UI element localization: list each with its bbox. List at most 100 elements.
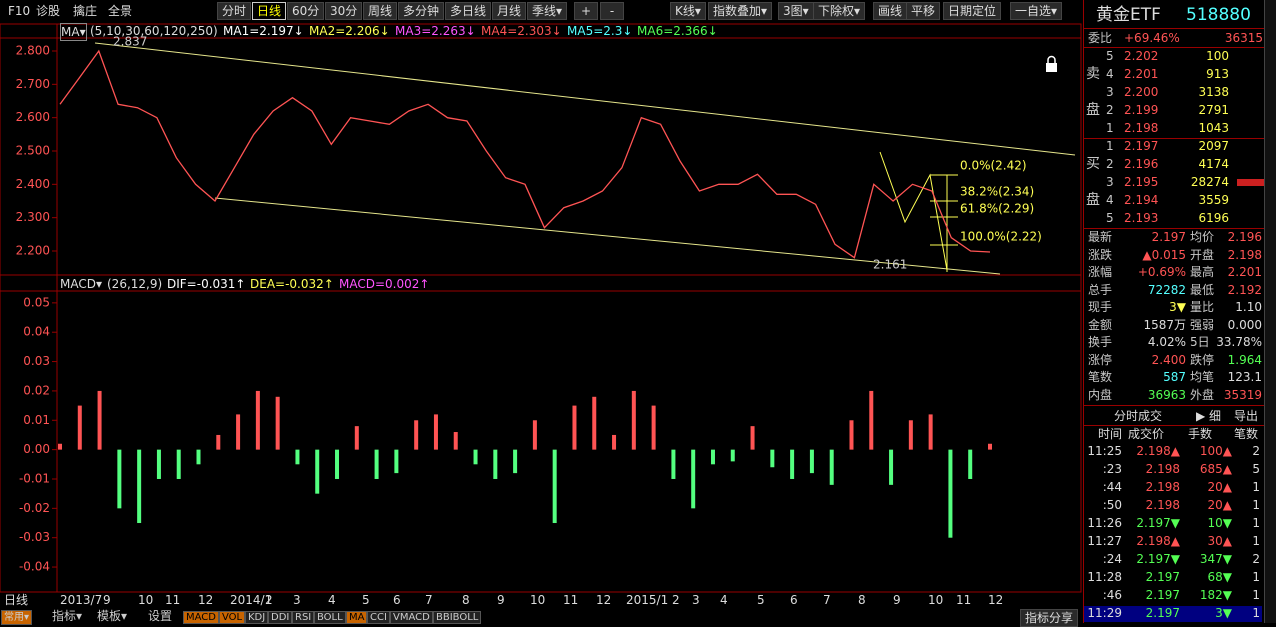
ma-reading: MA4=2.303↓ xyxy=(481,23,562,39)
stat-label: 量比 xyxy=(1190,299,1214,315)
x-tick-label: 11 xyxy=(563,592,578,608)
macd-bar xyxy=(216,435,220,450)
trade-count: 1 xyxy=(1234,569,1260,585)
indicator-name: MA▾ xyxy=(60,23,87,41)
ratio-label: 委比 xyxy=(1088,30,1112,46)
stat-value: 35319 xyxy=(1214,387,1262,403)
bottom-tab[interactable]: 模板▾ xyxy=(97,610,127,623)
trade-count: 1 xyxy=(1234,497,1260,513)
toolbar-button[interactable]: 平移 xyxy=(906,2,940,20)
separator xyxy=(1084,28,1264,29)
macd-bar xyxy=(394,450,398,473)
stat-value: 1.10 xyxy=(1214,299,1262,315)
x-tick-label: 11 xyxy=(956,592,971,608)
period-button[interactable]: 多分钟 xyxy=(398,2,444,20)
zoom-button[interactable]: + xyxy=(574,2,598,20)
stat-value: +0.69% xyxy=(1120,264,1186,280)
trade-volume: 10▼ xyxy=(1184,515,1232,531)
indicator-tab[interactable]: KDJ xyxy=(245,611,268,624)
fib-label: 100.0%(2.22) xyxy=(960,230,1042,244)
toolbar-button[interactable]: K线▾ xyxy=(670,2,706,20)
stat-value: 2.201 xyxy=(1214,264,1262,280)
stat-value: ▲0.015 xyxy=(1120,247,1186,263)
trades-header: 手数 xyxy=(1188,426,1212,442)
toolbar-button[interactable]: 日期定位 xyxy=(943,2,1001,20)
trade-count: 2 xyxy=(1234,443,1260,459)
y-tick-label: 2.200 xyxy=(16,244,50,258)
period-button[interactable]: 多日线 xyxy=(445,2,491,20)
indicator-tab[interactable]: CCI xyxy=(367,611,390,624)
x-tick-label: 3 xyxy=(293,592,301,608)
macd-bar xyxy=(533,420,537,449)
toolbar-item[interactable]: 擒庄 xyxy=(73,3,97,19)
macd-bar xyxy=(968,450,972,479)
y-tick-label: 0.01 xyxy=(23,413,50,427)
indicator-tab[interactable]: BOLL xyxy=(314,611,346,624)
period-button[interactable]: 60分 xyxy=(287,2,324,20)
level: 1 xyxy=(1106,138,1114,154)
stat-label: 开盘 xyxy=(1190,247,1214,263)
toolbar-item[interactable]: F10 xyxy=(8,3,30,19)
ma-reading: MA5=2.3↓ xyxy=(567,23,632,39)
x-tick-label: 9 xyxy=(893,592,901,608)
share-button[interactable]: 指标分享 xyxy=(1020,609,1078,627)
toolbar-button[interactable]: 画线 xyxy=(873,2,907,20)
indicator-tab[interactable]: VOL xyxy=(219,611,245,624)
stat-value: 1587万 xyxy=(1120,317,1186,333)
macd-bar xyxy=(889,450,893,485)
trade-volume: 182▼ xyxy=(1184,587,1232,603)
toolbar-button[interactable]: 3图▾ xyxy=(778,2,814,20)
x-tick-label: 6 xyxy=(790,592,798,608)
trades-button[interactable]: 导出 xyxy=(1234,408,1258,424)
toolbar-item[interactable]: 全景 xyxy=(108,3,132,19)
indicator-tab[interactable]: MACD xyxy=(183,611,219,624)
x-tick-label: 8 xyxy=(462,592,470,608)
toolbar-item[interactable]: 诊股 xyxy=(36,3,60,19)
toolbar-button[interactable]: 一自选▾ xyxy=(1010,2,1062,20)
period-button[interactable]: 周线 xyxy=(363,2,397,20)
indicator-tab[interactable]: BBIBOLL xyxy=(433,611,481,624)
toolbar-button[interactable]: 下除权▾ xyxy=(813,2,865,20)
macd-bar xyxy=(177,450,181,479)
lock-icon[interactable] xyxy=(1046,57,1057,72)
indicator-tab[interactable]: VMACD xyxy=(390,611,433,624)
trade-volume: 68▼ xyxy=(1184,569,1232,585)
macd-bar xyxy=(414,420,418,449)
x-tick-label: 5 xyxy=(362,592,370,608)
zoom-button[interactable]: - xyxy=(600,2,624,20)
bottom-tab[interactable]: 指标▾ xyxy=(52,610,82,623)
volume: 2791 xyxy=(1169,102,1229,118)
period-button[interactable]: 日线 xyxy=(252,2,286,20)
x-tick-label: 5 xyxy=(757,592,765,608)
stat-label: 跌停 xyxy=(1190,352,1214,368)
price: 2.200 xyxy=(1124,84,1158,100)
trades-button[interactable]: ▶ 细 xyxy=(1196,408,1221,424)
price: 2.193 xyxy=(1124,210,1158,226)
trade-price: 2.198 xyxy=(1124,461,1180,477)
stat-label: 笔数 xyxy=(1088,369,1112,385)
bottom-tab[interactable]: 设置 xyxy=(148,610,172,623)
period-button[interactable]: 分时 xyxy=(217,2,251,20)
trade-time: 11:25 xyxy=(1086,443,1122,459)
indicator-tab[interactable]: MA xyxy=(346,611,367,624)
y-tick-label: 0.02 xyxy=(23,383,50,397)
level: 3 xyxy=(1106,84,1114,100)
toolbar-button[interactable]: 指数叠加▾ xyxy=(708,2,772,20)
x-tick-label: 11 xyxy=(165,592,180,608)
indicator-tab[interactable]: DDI xyxy=(268,611,292,624)
macd-bar xyxy=(355,426,359,449)
indicator-tab[interactable]: RSI xyxy=(292,611,314,624)
period-button[interactable]: 季线▾ xyxy=(527,2,567,20)
price: 2.195 xyxy=(1124,174,1158,190)
x-tick-label: 10 xyxy=(138,592,153,608)
period-button[interactable]: 月线 xyxy=(492,2,526,20)
level: 4 xyxy=(1106,192,1114,208)
x-tick-label: 3 xyxy=(692,592,700,608)
level: 5 xyxy=(1106,210,1114,226)
trade-count: 1 xyxy=(1234,479,1260,495)
period-button[interactable]: 30分 xyxy=(325,2,362,20)
macd-bar xyxy=(572,406,576,450)
stat-label: 最新 xyxy=(1088,229,1112,245)
macd-bar xyxy=(810,450,814,473)
